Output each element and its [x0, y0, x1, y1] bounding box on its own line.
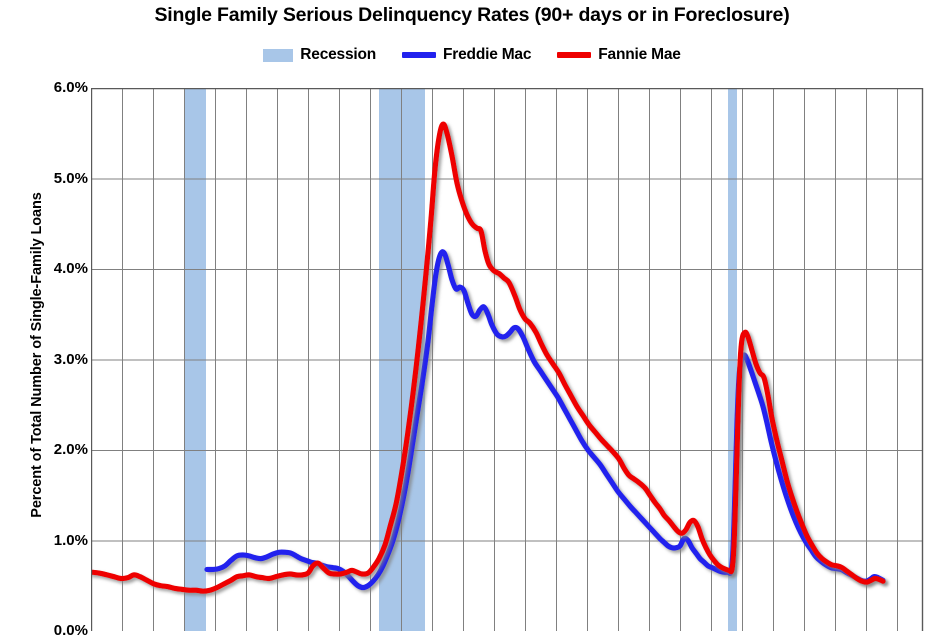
legend-item-recession[interactable]: Recession: [263, 46, 376, 64]
y-tick-label: 2.0%: [53, 441, 88, 458]
legend-label-freddie-mac: Freddie Mac: [443, 46, 532, 63]
axis-frame: [91, 88, 924, 631]
legend-item-freddie-mac[interactable]: Freddie Mac: [402, 46, 531, 64]
plot-svg: [91, 88, 924, 631]
chart-title: Single Family Serious Delinquency Rates …: [154, 4, 790, 26]
legend-label-recession: Recession: [300, 46, 377, 63]
chart-legend: Recession Freddie Mac Fannie Mae: [0, 46, 944, 64]
gridlines: [91, 88, 922, 631]
y-tick-label: 6.0%: [53, 79, 88, 96]
fannie-mae-line-icon: [557, 52, 592, 58]
recession-swatch-icon: [263, 48, 294, 62]
legend-label-fannie-mae: Fannie Mae: [598, 46, 681, 63]
series-lines: [91, 121, 886, 594]
legend-item-fannie-mae[interactable]: Fannie Mae: [557, 46, 681, 64]
freddie-mac-line-icon: [402, 52, 437, 58]
y-tick-label: 4.0%: [53, 260, 88, 277]
series-line-fannie-mae: [91, 121, 886, 594]
y-tick-label: 5.0%: [53, 169, 88, 187]
y-tick-label: 3.0%: [53, 350, 88, 368]
y-tick-label: 1.0%: [53, 531, 88, 549]
y-tick-label: 0.0%: [53, 622, 88, 639]
plot-area: [91, 88, 930, 631]
series-line-freddie-mac: [204, 249, 886, 591]
